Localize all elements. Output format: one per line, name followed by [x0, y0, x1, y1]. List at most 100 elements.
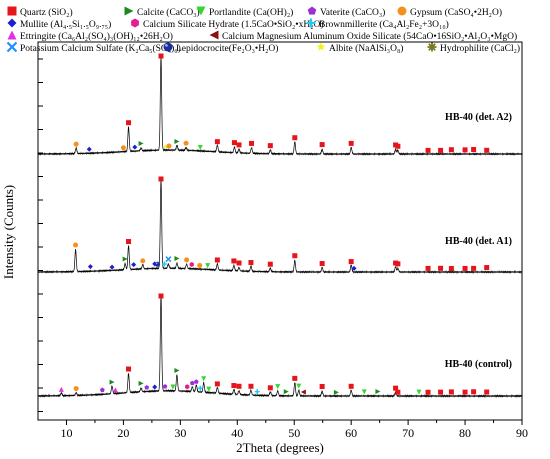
phase-marker-square — [462, 389, 468, 395]
phase-marker-square — [393, 385, 399, 391]
phase-marker-square — [292, 253, 298, 259]
phase-marker-triangle-right — [138, 380, 144, 386]
phase-marker-triangle-down — [206, 386, 212, 392]
legend-entry-label: Potassium Calcium Sulfate (K₂Ca₅(SO₄)₆) — [20, 43, 181, 54]
phase-marker-square — [348, 383, 354, 389]
phase-marker-square — [484, 147, 490, 153]
phase-marker-square — [214, 139, 220, 145]
phase-marker-square — [231, 140, 237, 146]
phase-marker-circle — [197, 262, 203, 268]
phase-marker-pentagon — [144, 384, 150, 390]
phase-marker-square — [484, 265, 490, 271]
phase-marker-square — [231, 383, 237, 389]
trace-label: HB-40 (det. A1) — [445, 236, 512, 247]
phase-marker-square — [267, 261, 273, 267]
xrd-pattern-line — [37, 294, 523, 399]
x-tick-label: 10 — [60, 426, 72, 440]
phase-marker-pentagon — [99, 387, 105, 393]
trace-2: HB-40 (control) — [37, 293, 523, 399]
legend-entry-label: Calcium Magnesium Aluminum Oxide Silicat… — [222, 31, 517, 42]
x-tick-label: 30 — [174, 426, 186, 440]
phase-marker-pentagon — [193, 379, 199, 384]
phase-marker-square — [438, 265, 444, 271]
phase-marker-diamond — [152, 384, 158, 390]
phase-marker-square — [214, 257, 220, 263]
legend-marker-square — [7, 6, 17, 16]
x-tick-label: 40 — [231, 426, 243, 440]
phase-marker-square — [425, 265, 431, 271]
phase-marker-triangle-up — [58, 386, 64, 392]
phase-marker-triangle-right — [375, 389, 381, 395]
phase-marker-square — [158, 293, 164, 299]
phase-marker-triangle-right — [122, 256, 128, 262]
phase-marker-diamond — [86, 146, 92, 152]
phase-marker-square — [471, 389, 477, 395]
phase-marker-square — [319, 383, 325, 389]
phase-marker-diamond — [109, 264, 115, 270]
phase-marker-square — [158, 176, 164, 182]
phase-marker-circle — [73, 386, 79, 392]
phase-marker-triangle-right — [174, 138, 180, 144]
x-tick-label: 20 — [117, 426, 129, 440]
phase-marker-square — [248, 383, 254, 389]
phase-marker-plus — [197, 385, 203, 391]
phase-marker-star — [163, 144, 168, 149]
trace-label: HB-40 (control) — [445, 359, 512, 370]
legend-entry-label: Lepidocrocite(Fe₂O₃•H₂O) — [176, 43, 278, 54]
phase-marker-square — [395, 389, 401, 395]
phase-marker-triangle-down — [205, 263, 211, 269]
trace-0: HB-40 (det. A2) — [37, 53, 522, 157]
phase-marker-square — [126, 120, 132, 126]
x-tick-label: 60 — [345, 426, 357, 440]
xrd-pattern-line — [37, 55, 522, 157]
x-tick-label: 50 — [288, 426, 300, 440]
phase-marker-triangle-right — [333, 389, 339, 395]
phase-marker-triangle-right — [174, 368, 180, 374]
phase-marker-square — [462, 265, 468, 271]
legend-marker-star — [316, 42, 326, 51]
phase-marker-square — [231, 258, 237, 264]
phase-marker-circle — [184, 257, 190, 263]
phase-marker-square — [319, 261, 325, 267]
phase-marker-square — [348, 140, 354, 146]
phase-marker-hexagon — [185, 384, 190, 390]
phase-marker-square — [471, 147, 477, 153]
phase-marker-square — [267, 385, 273, 391]
phase-marker-square — [395, 261, 401, 267]
phase-marker-square — [267, 143, 273, 149]
legend-entry-label: Calcite (CaCO₃) — [137, 7, 200, 18]
phase-marker-square — [425, 389, 431, 395]
legend-entry-label: Mullite (Al₄.₅Si₁.₅O₉.₇₅) — [20, 19, 111, 30]
phase-marker-triangle-left — [300, 389, 306, 395]
plot-frame — [37, 41, 523, 421]
legend-marker-triangle-up — [7, 30, 17, 40]
phase-marker-hexagon — [189, 262, 194, 268]
phase-marker-circle — [183, 140, 189, 146]
trace-1: HB-40 (det. A1) — [37, 176, 523, 275]
phase-marker-diamond — [351, 265, 357, 271]
legend-marker-x — [6, 41, 18, 53]
legend-marker-sphere — [163, 42, 173, 52]
legend-entry-label: Ettringite (Ca₆Al₂(SO₄)₃(OH)₁₂•26H₂O) — [20, 31, 173, 42]
phase-marker-square — [425, 147, 431, 153]
phase-marker-square — [471, 265, 477, 271]
traces: HB-40 (det. A2) HB-40 (det. A1) HB-40 (con… — [37, 53, 523, 399]
legend-entry-label: Gypsum (CaSO₄•2H₂O) — [410, 7, 502, 18]
legend-entry-label: Quartz (SiO₂) — [20, 7, 73, 18]
phase-marker-square — [448, 266, 454, 272]
legend-marker-asterisk — [427, 42, 437, 52]
phase-marker-triangle-down — [197, 144, 203, 150]
legend-entry-label: Albite (NaAlSi₃O₈) — [329, 43, 403, 54]
phase-marker-square — [236, 260, 242, 266]
phase-marker-circle — [73, 242, 79, 248]
phase-marker-square — [292, 135, 298, 141]
phase-marker-square — [236, 142, 242, 148]
axes: 10 20 30 40 50 60 70 80 90 — [38, 58, 528, 440]
phase-marker-square — [448, 147, 454, 153]
phase-marker-diamond — [132, 144, 138, 150]
phase-marker-circle — [166, 143, 172, 149]
phase-marker-square — [348, 259, 354, 265]
legend-entry-label: Calcium Silicate Hydrate (1.5CaO•SiO₂•xH… — [143, 19, 324, 30]
phase-marker-triangle-right — [109, 379, 115, 385]
